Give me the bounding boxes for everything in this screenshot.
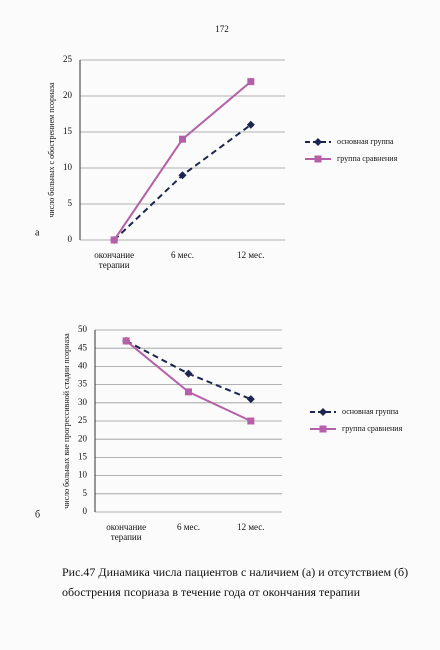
y-tick-label: 20	[63, 90, 73, 100]
legend-label: основная группа	[337, 137, 394, 146]
diamond-marker	[246, 395, 255, 404]
y-tick-label: 15	[63, 126, 73, 136]
x-tick-label: окончание терапии	[106, 522, 147, 542]
diamond-marker	[314, 138, 322, 146]
y-axis-label: число больных вне прогрессивной стадии п…	[62, 333, 71, 509]
y-tick-label: 0	[68, 234, 73, 244]
diamond-marker	[319, 408, 327, 416]
x-tick-label: окончание терапии	[94, 250, 135, 270]
y-tick-label: 40	[78, 360, 88, 370]
legend-label: группа сравнения	[337, 154, 398, 163]
y-tick-label: 5	[83, 488, 88, 498]
legend-label: основная группа	[342, 407, 399, 416]
square-marker	[110, 236, 118, 244]
square-marker	[247, 417, 255, 425]
series-line	[125, 340, 252, 422]
y-tick-label: 10	[63, 162, 73, 172]
square-marker	[319, 425, 327, 433]
y-tick-label: 15	[78, 451, 88, 461]
page-number: 172	[215, 24, 229, 34]
y-tick-label: 50	[78, 324, 88, 334]
legend-label: группа сравнения	[342, 424, 403, 433]
square-marker	[179, 135, 186, 143]
figure-caption: Рис.47 Динамика числа пациентов с наличи…	[62, 565, 409, 599]
square-marker	[314, 155, 322, 163]
x-tick-label: 6 мес.	[171, 250, 194, 260]
square-marker	[185, 388, 192, 396]
diamond-marker	[178, 171, 187, 180]
diamond-marker	[246, 120, 255, 129]
y-tick-label: 20	[78, 433, 88, 443]
y-tick-label: 45	[78, 342, 88, 352]
panel-label: а	[35, 227, 40, 238]
square-marker	[247, 78, 255, 86]
x-tick-label: 6 мес.	[177, 522, 200, 532]
y-tick-label: 5	[68, 198, 73, 208]
y-tick-label: 0	[83, 506, 88, 516]
panel-label: б	[35, 509, 40, 520]
diamond-marker	[184, 369, 193, 378]
y-tick-label: 25	[63, 54, 73, 64]
y-tick-label: 25	[78, 415, 88, 425]
x-tick-label: 12 мес.	[237, 522, 265, 532]
square-marker	[122, 337, 130, 345]
y-tick-label: 30	[78, 397, 88, 407]
x-tick-label: 12 мес.	[237, 250, 265, 260]
series-line	[113, 80, 252, 241]
y-axis-label: число больных с обострением псориаза	[47, 82, 56, 218]
y-tick-label: 10	[78, 470, 88, 480]
y-tick-label: 35	[78, 379, 88, 389]
